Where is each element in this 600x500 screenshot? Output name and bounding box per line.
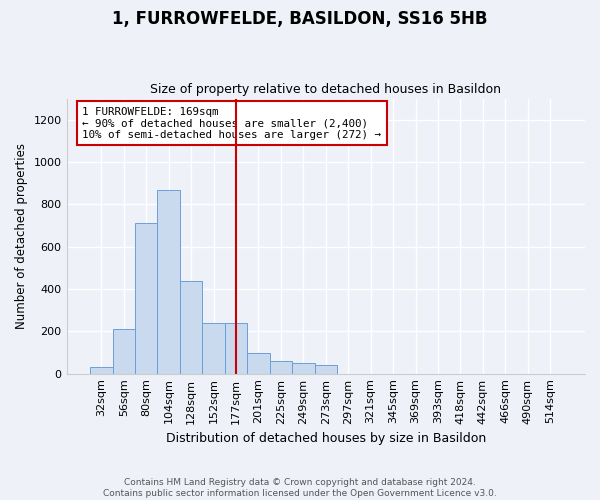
Bar bbox=[269, 361, 292, 374]
Bar bbox=[314, 365, 337, 374]
Bar bbox=[247, 352, 269, 374]
Title: Size of property relative to detached houses in Basildon: Size of property relative to detached ho… bbox=[150, 83, 501, 96]
Bar bbox=[225, 323, 247, 374]
Bar bbox=[157, 190, 180, 374]
Bar bbox=[292, 363, 314, 374]
Bar bbox=[90, 368, 113, 374]
Bar bbox=[113, 329, 135, 374]
X-axis label: Distribution of detached houses by size in Basildon: Distribution of detached houses by size … bbox=[166, 432, 486, 445]
Bar bbox=[135, 224, 157, 374]
Bar bbox=[202, 323, 225, 374]
Y-axis label: Number of detached properties: Number of detached properties bbox=[15, 143, 28, 329]
Text: 1 FURROWFELDE: 169sqm
← 90% of detached houses are smaller (2,400)
10% of semi-d: 1 FURROWFELDE: 169sqm ← 90% of detached … bbox=[82, 107, 381, 140]
Text: Contains HM Land Registry data © Crown copyright and database right 2024.
Contai: Contains HM Land Registry data © Crown c… bbox=[103, 478, 497, 498]
Text: 1, FURROWFELDE, BASILDON, SS16 5HB: 1, FURROWFELDE, BASILDON, SS16 5HB bbox=[112, 10, 488, 28]
Bar bbox=[180, 280, 202, 374]
